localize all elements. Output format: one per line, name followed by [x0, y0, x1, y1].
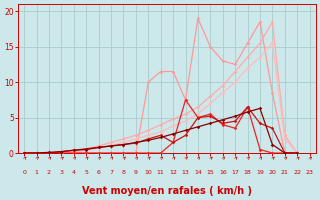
X-axis label: Vent moyen/en rafales ( km/h ): Vent moyen/en rafales ( km/h ): [82, 186, 252, 196]
